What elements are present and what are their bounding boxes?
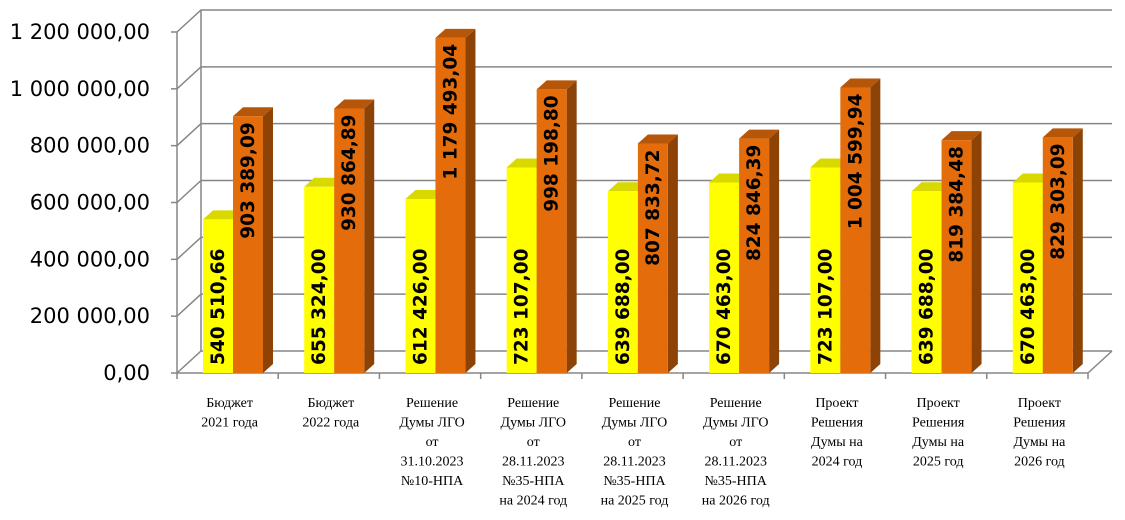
x-category-label: Бюджет 2021 года xyxy=(201,396,259,431)
y-tick-label: 1 200 000,00 xyxy=(10,20,150,44)
bar-series-2 xyxy=(1042,128,1083,373)
data-label: 655 324,00 xyxy=(309,249,330,365)
x-category-label: Проект Решения Думы на 2026 год xyxy=(1013,396,1066,470)
x-category-label: Решение Думы ЛГО от 28.11.2023 №35-НПА на 202… xyxy=(702,396,770,509)
gridline xyxy=(176,293,1112,317)
bar-series-2 xyxy=(840,78,881,373)
data-label: 723 107,00 xyxy=(512,249,533,365)
data-label: 1 179 493,04 xyxy=(440,44,461,180)
bar-series-2 xyxy=(637,134,678,373)
data-label: 639 688,00 xyxy=(613,249,634,365)
y-tick-label: 600 000,00 xyxy=(30,191,150,215)
data-label: 998 198,80 xyxy=(542,95,563,211)
data-label: 612 426,00 xyxy=(410,249,431,365)
gridline xyxy=(176,9,1112,33)
bar-series-2 xyxy=(536,80,577,373)
data-label: 639 688,00 xyxy=(917,249,938,365)
data-label: 903 389,09 xyxy=(238,122,259,238)
bar-series-2 xyxy=(233,107,273,374)
data-label: 670 463,00 xyxy=(1018,249,1039,365)
data-label: 540 510,66 xyxy=(208,249,229,365)
x-category-label: Решение Думы ЛГО от 28.11.2023 №35-НПА на 202… xyxy=(601,396,669,509)
data-label: 824 846,39 xyxy=(744,145,765,261)
gridline xyxy=(176,236,1112,260)
y-tick-label: 400 000,00 xyxy=(30,247,150,271)
data-label: 829 303,09 xyxy=(1048,143,1069,259)
bar-series-2 xyxy=(739,129,780,373)
x-category-label: Проект Решения Думы на 2024 год xyxy=(811,396,864,470)
y-tick-label: 200 000,00 xyxy=(30,304,150,328)
data-label: 723 107,00 xyxy=(815,249,836,365)
gridline xyxy=(176,66,1112,90)
bar-series-2 xyxy=(334,99,375,374)
y-tick-label: 800 000,00 xyxy=(30,134,150,158)
data-label: 819 384,48 xyxy=(947,146,968,262)
gridline xyxy=(176,179,1112,204)
x-category-label: Решение Думы ЛГО от 28.11.2023 №35-НПА на 202… xyxy=(499,396,567,509)
y-tick-label: 1 000 000,00 xyxy=(10,77,150,101)
x-category-label: Решение Думы ЛГО от 31.10.2023 №10-НПА xyxy=(399,396,464,489)
data-label: 807 833,72 xyxy=(643,149,664,265)
bar-series-2 xyxy=(435,28,476,374)
floor-right-edge xyxy=(1087,350,1113,374)
data-label: 670 463,00 xyxy=(714,249,735,365)
y-tick-label: 0,00 xyxy=(103,361,150,385)
data-label: 1 004 599,94 xyxy=(845,93,866,229)
x-category-label: Бюджет 2022 года xyxy=(302,396,360,431)
gridline xyxy=(176,122,1112,147)
data-label: 930 864,89 xyxy=(339,114,360,230)
bar-series-2 xyxy=(941,131,982,373)
x-category-label: Проект Решения Думы на 2025 год xyxy=(912,396,965,470)
